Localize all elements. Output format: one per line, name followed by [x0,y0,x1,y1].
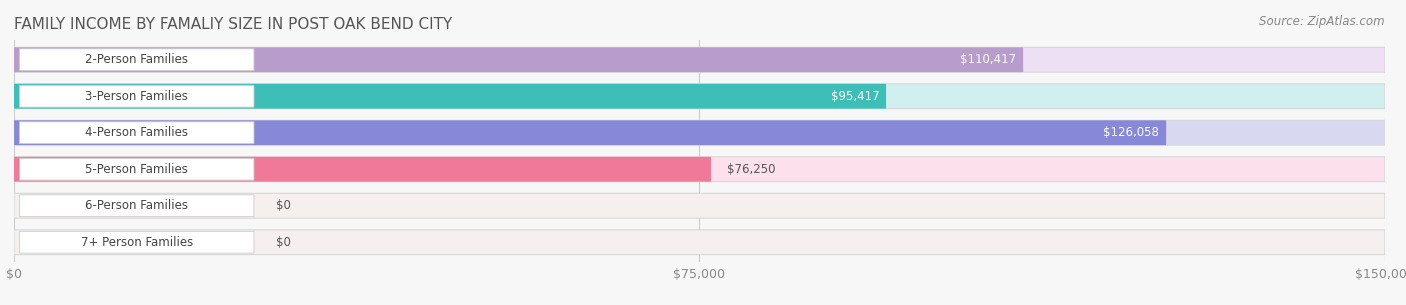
FancyBboxPatch shape [14,120,1385,145]
FancyBboxPatch shape [14,230,1385,255]
Text: $0: $0 [276,236,291,249]
FancyBboxPatch shape [20,122,254,144]
Text: $95,417: $95,417 [831,90,879,103]
FancyBboxPatch shape [14,84,886,109]
Text: Source: ZipAtlas.com: Source: ZipAtlas.com [1260,15,1385,28]
Text: 4-Person Families: 4-Person Families [86,126,188,139]
Text: 6-Person Families: 6-Person Families [86,199,188,212]
Text: FAMILY INCOME BY FAMALIY SIZE IN POST OAK BEND CITY: FAMILY INCOME BY FAMALIY SIZE IN POST OA… [14,16,453,31]
Text: 2-Person Families: 2-Person Families [86,53,188,66]
FancyBboxPatch shape [20,158,254,180]
FancyBboxPatch shape [14,84,1385,109]
FancyBboxPatch shape [14,47,1385,72]
Text: 5-Person Families: 5-Person Families [86,163,188,176]
FancyBboxPatch shape [20,85,254,107]
Text: $110,417: $110,417 [960,53,1017,66]
Text: 3-Person Families: 3-Person Families [86,90,188,103]
FancyBboxPatch shape [14,157,1385,182]
FancyBboxPatch shape [14,47,1024,72]
FancyBboxPatch shape [20,49,254,71]
Text: $76,250: $76,250 [727,163,776,176]
FancyBboxPatch shape [14,193,1385,218]
FancyBboxPatch shape [20,195,254,217]
Text: $126,058: $126,058 [1104,126,1160,139]
FancyBboxPatch shape [20,231,254,253]
Text: $0: $0 [276,199,291,212]
Text: 7+ Person Families: 7+ Person Families [80,236,193,249]
FancyBboxPatch shape [14,120,1166,145]
FancyBboxPatch shape [14,157,711,182]
